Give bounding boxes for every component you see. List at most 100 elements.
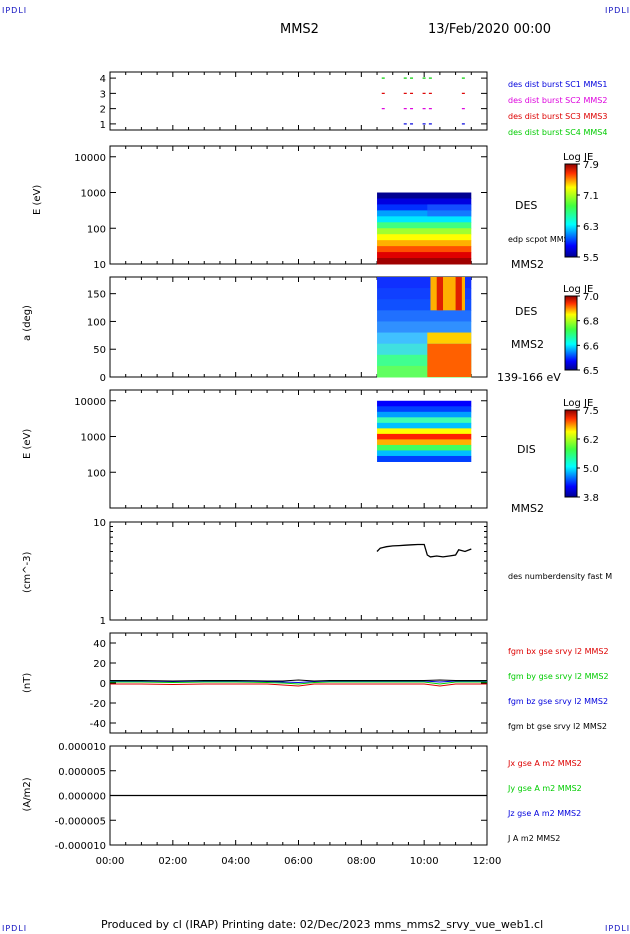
current-y-tick-label: 0.000010 — [58, 742, 106, 753]
current-y-tick-label: -0.000005 — [55, 816, 106, 827]
des-energy-y-tick-label: 10000 — [74, 153, 106, 164]
des-energy-spectrogram-band — [377, 246, 472, 253]
density-series-line — [376, 543, 472, 558]
des-energy-y-axis-label: E (eV) — [32, 185, 43, 215]
fgm-legend-label: fgm bt gse srvy l2 MMS2 — [508, 722, 607, 731]
fgm-y-tick-label: 40 — [93, 639, 106, 650]
des-energy-spectrogram-band — [377, 216, 472, 223]
des-pitch-spectrogram-band — [377, 299, 472, 311]
fgm-y-tick-label: 20 — [93, 659, 106, 670]
des-energy-spectrogram-band — [377, 204, 472, 211]
des-pitch-spectrogram-band — [455, 277, 462, 311]
des-energy-right-label: MMS2 — [511, 258, 544, 271]
current-legend-label: Jx gse A m2 MMS2 — [507, 759, 582, 768]
fgm-y-axis-label: (nT) — [22, 673, 33, 693]
des-pitch-spectrogram-band — [377, 343, 472, 356]
des-energy-colorbar — [564, 163, 578, 258]
footer-credits: Produced by cl (IRAP) Printing date: 02/… — [101, 918, 544, 931]
fgm-legend-label: fgm bz gse srvy l2 MMS2 — [508, 697, 608, 706]
density-panel-frame — [109, 521, 488, 621]
density-legend-label: des numberdensity fast M — [508, 572, 612, 581]
density-y-tick-label: 1 — [100, 616, 106, 627]
dis-energy-y-tick-label: 100 — [87, 468, 106, 479]
colorbar-tick-label: 3.8 — [583, 493, 599, 504]
fgm-series-line — [110, 683, 487, 687]
current-legend-label: Jy gse A m2 MMS2 — [507, 784, 582, 793]
colorbar-tick-label: 6.3 — [583, 222, 599, 233]
dis-energy-right-label: DIS — [517, 443, 536, 456]
x-tick-label: 08:00 — [347, 856, 376, 867]
colorbar-title: Log JE — [563, 398, 593, 409]
x-tick-label: 04:00 — [221, 856, 250, 867]
x-tick-label: 10:00 — [410, 856, 439, 867]
des-energy-spectrogram-band — [377, 228, 472, 235]
colorbar-tick-label: 5.5 — [583, 253, 599, 264]
dis-energy-y-tick-label: 10000 — [74, 397, 106, 408]
spacecraft-title: MMS2 — [280, 22, 319, 37]
colorbar-title: Log JE — [563, 284, 593, 295]
des-energy-spectrogram-band — [377, 258, 472, 265]
des-pitch-spectrogram-band — [377, 277, 472, 289]
current-y-axis-label: (A/m2) — [22, 777, 33, 811]
dis-energy-y-axis-label: E (eV) — [22, 429, 33, 459]
corner-label-top-left: IPDLI — [2, 6, 28, 15]
des-pitch-y-tick-label: 0 — [100, 373, 106, 384]
des-pitch-right-label: MMS2 — [511, 338, 544, 351]
fgm-legend-label: fgm bx gse srvy l2 MMS2 — [508, 647, 609, 656]
colorbar-tick-label: 7.5 — [583, 406, 599, 417]
corner-label-top-right: IPDLI — [605, 6, 630, 15]
des-pitch-spectrogram-band — [427, 343, 472, 377]
burst-y-tick-label: 1 — [100, 120, 106, 131]
current-y-tick-label: 0.000005 — [58, 767, 106, 778]
dis-energy-spectrogram-band — [377, 406, 472, 413]
des-pitch-right-label: 139-166 eV — [497, 371, 561, 384]
colorbar-tick-label: 7.0 — [583, 292, 599, 303]
des-energy-y-tick-label: 100 — [87, 224, 106, 235]
dis-energy-spectrogram-band — [377, 411, 472, 418]
burst-y-tick-label: 3 — [100, 89, 106, 100]
des-energy-right-label: DES — [515, 199, 537, 212]
burst-y-tick-label: 2 — [100, 105, 106, 116]
burst-legend-label: des dist burst SC3 MMS3 — [508, 112, 607, 121]
fgm-legend-label: fgm by gse srvy l2 MMS2 — [508, 672, 609, 681]
corner-label-bottom-right: IPDLI — [605, 924, 630, 933]
colorbar-title: Log JE — [563, 152, 593, 163]
burst-y-tick-label: 4 — [100, 74, 106, 85]
density-y-tick-label: 10 — [93, 518, 106, 529]
des-energy-spectrogram-band — [377, 210, 472, 217]
fgm-series-line — [110, 679, 487, 682]
des-energy-spectrogram-band — [377, 192, 472, 199]
des-energy-right-label: edp scpot MMS2 — [508, 235, 574, 244]
date-title: 13/Feb/2020 00:00 — [428, 22, 551, 37]
des-pitch-y-tick-label: 100 — [87, 317, 106, 328]
dis-energy-spectrogram-band — [377, 455, 472, 462]
des-energy-spectrogram-band — [377, 198, 472, 205]
des-pitch-spectrogram-band — [377, 332, 472, 345]
density-y-axis-label: (cm^-3) — [22, 552, 33, 593]
x-tick-label: 06:00 — [284, 856, 313, 867]
dis-energy-spectrogram-band — [377, 433, 472, 440]
dis-energy-spectrogram-band — [377, 428, 472, 435]
dis-energy-spectrogram-band — [377, 450, 472, 457]
dis-energy-right-label: MMS2 — [511, 502, 544, 515]
des-pitch-spectrogram-band — [377, 288, 472, 300]
dis-energy-spectrogram-band — [377, 417, 472, 424]
dis-energy-spectrogram-band — [377, 400, 472, 407]
fgm-y-tick-label: -20 — [90, 699, 106, 710]
fgm-y-tick-label: -40 — [90, 719, 106, 730]
des-energy-y-tick-label: 1000 — [81, 189, 106, 200]
des-pitch-right-label: DES — [515, 305, 537, 318]
des-energy-spectrogram-band — [427, 204, 472, 217]
fgm-series-line — [110, 681, 487, 685]
colorbar-tick-label: 7.1 — [583, 191, 599, 202]
des-pitch-spectrogram-band — [377, 365, 472, 378]
des-pitch-y-tick-label: 50 — [93, 345, 106, 356]
dis-energy-spectrogram-band — [377, 439, 472, 446]
des-pitch-spectrogram-band — [377, 310, 472, 322]
current-y-tick-label: 0.000000 — [58, 792, 106, 803]
colorbar-tick-label: 6.8 — [583, 317, 599, 328]
des-energy-spectrogram-band — [377, 234, 472, 241]
dis-energy-y-tick-label: 1000 — [81, 433, 106, 444]
burst-legend-label: des dist burst SC4 MMS4 — [508, 128, 607, 137]
